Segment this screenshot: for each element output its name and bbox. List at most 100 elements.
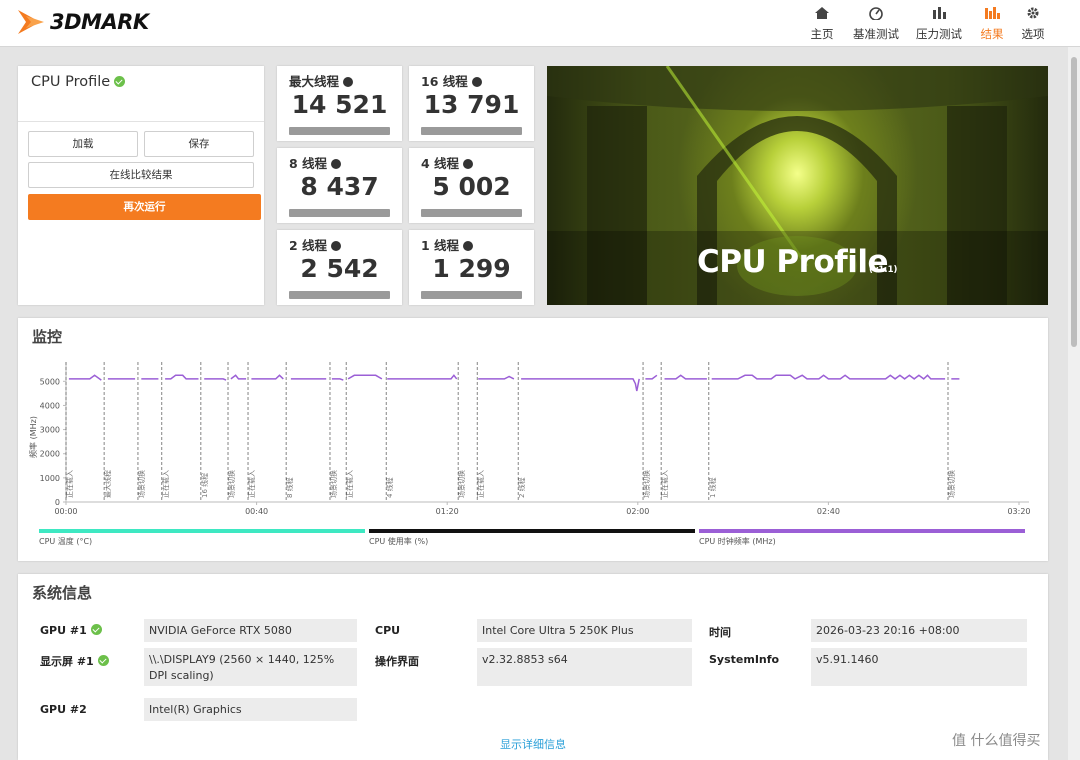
info-value: \\.\DISPLAY9 (2560 × 1440, 125% DPI scal…: [144, 648, 357, 686]
y-tick-label: 5000: [40, 377, 60, 386]
header: 3DMARK 主页 基准测试 压力测试 结果 选项: [0, 0, 1080, 47]
monitor-card: 监控 频率 (MHz) 0 1000 2000 3000 4000 5000 00:00 00:…: [18, 318, 1048, 561]
info-value: 2026-03-23 20:16 +08:00: [811, 619, 1027, 642]
nav-item[interactable]: 主页: [796, 6, 848, 42]
info-icon[interactable]: [463, 241, 474, 251]
legend-swatch: [369, 529, 695, 533]
info-icon[interactable]: [331, 241, 342, 251]
score-value: 14 521: [291, 90, 388, 119]
legend-swatch: [699, 529, 1025, 533]
score-card: 最大线程 14 521: [277, 66, 402, 141]
score-label-text: 4 线程: [421, 156, 460, 171]
event-label: 场景切换: [642, 470, 651, 498]
event-label: 场景切换: [457, 470, 466, 498]
info-label-text: 显示屏 #1: [40, 655, 94, 668]
nav-item[interactable]: 压力测试: [913, 6, 965, 42]
info-value: v2.32.8853 s64: [477, 648, 692, 686]
score-bar: [421, 291, 522, 299]
y-tick-label: 2000: [40, 450, 60, 459]
banner-art: [547, 66, 1048, 305]
nav-label: 主页: [810, 27, 834, 41]
score-card: 8 线程 8 437: [277, 148, 402, 223]
info-icon[interactable]: [331, 159, 342, 169]
info-label-text: SystemInfo: [709, 653, 780, 666]
profile-card: CPU Profile 加载 保存 在线比较结果 再次运行: [18, 66, 264, 305]
details-link[interactable]: 显示详细信息: [500, 738, 566, 751]
score-label-text: 1 线程: [421, 238, 460, 253]
y-tick-label: 3000: [40, 426, 60, 435]
info-label-text: GPU #2: [40, 703, 87, 716]
banner-title: CPU Profile: [697, 244, 889, 280]
info-icon[interactable]: [343, 77, 354, 87]
y-tick-label: 1000: [40, 474, 60, 483]
score-label: 最大线程: [289, 71, 354, 90]
legend-label: CPU 时钟频率 (MHz): [699, 536, 776, 546]
y-tick-label: 0: [55, 498, 60, 507]
score-label-text: 16 线程: [421, 74, 468, 89]
score-label: 4 线程: [421, 153, 474, 172]
info-label: 时间: [709, 624, 731, 640]
banner-version: (v1.1): [869, 265, 898, 275]
score-label: 8 线程: [289, 153, 342, 172]
score-value: 1 299: [432, 254, 511, 283]
nav-item[interactable]: 结果: [966, 6, 1018, 42]
info-label-text: CPU: [375, 624, 401, 637]
logo-icon: [18, 10, 44, 34]
scrollbar[interactable]: [1068, 47, 1080, 760]
button[interactable]: 保存: [144, 131, 254, 157]
x-tick-label: 03:20: [1007, 507, 1030, 516]
info-label: 显示屏 #1: [40, 653, 109, 669]
score-value: 5 002: [432, 172, 511, 201]
x-tick-label: 01:20: [436, 507, 459, 516]
score-label-text: 2 线程: [289, 238, 328, 253]
info-icon[interactable]: [471, 77, 482, 87]
y-tick-label: 4000: [40, 401, 60, 410]
legend-swatch: [39, 529, 365, 533]
button[interactable]: 在线比较结果: [28, 162, 254, 188]
event-label: 正在载入: [65, 470, 74, 498]
score-label: 2 线程: [289, 235, 342, 254]
monitor-title: 监控: [32, 328, 63, 346]
score-label-text: 最大线程: [289, 74, 340, 89]
info-label: GPU #1: [40, 624, 102, 637]
event-label: 场景切换: [137, 470, 146, 498]
info-label: CPU: [375, 624, 400, 637]
event-label: 16 线程: [200, 473, 209, 498]
check-icon: [90, 624, 102, 635]
score-label-text: 8 线程: [289, 156, 328, 171]
banner: CPU Profile (v1.1): [547, 66, 1048, 305]
info-value: v5.91.1460: [811, 648, 1027, 686]
x-tick-label: 00:00: [54, 507, 77, 516]
run-button[interactable]: 再次运行: [28, 194, 261, 220]
x-tick-label: 02:40: [817, 507, 840, 516]
score-value: 13 791: [423, 90, 520, 119]
button[interactable]: 加载: [28, 131, 138, 157]
legend-label: CPU 使用率 (%): [369, 536, 428, 546]
scroll-thumb[interactable]: [1071, 57, 1077, 347]
nav-label: 结果: [980, 27, 1004, 41]
event-label: 正在载入: [247, 470, 256, 498]
score-value: 2 542: [300, 254, 379, 283]
event-label: 正在载入: [660, 470, 669, 498]
event-label: 场景切换: [329, 470, 338, 498]
info-label: GPU #2: [40, 703, 87, 716]
y-axis-label: 频率 (MHz): [28, 416, 38, 458]
nav-item[interactable]: 选项: [1012, 6, 1054, 42]
nav-label: 压力测试: [916, 27, 962, 41]
system-info-title: 系统信息: [32, 584, 93, 602]
nav-item[interactable]: 基准测试: [849, 6, 903, 42]
x-tick-label: 02:00: [626, 507, 649, 516]
event-label: 场景切换: [227, 470, 236, 498]
event-label: 正在载入: [161, 470, 170, 498]
score-bar: [289, 209, 390, 217]
info-icon[interactable]: [463, 159, 474, 169]
info-label-text: 操作界面: [375, 655, 419, 668]
info-label-text: GPU #1: [40, 624, 87, 637]
info-label-text: 时间: [709, 626, 731, 639]
event-label: 2 线程: [517, 477, 526, 498]
info-label: 操作界面: [375, 653, 419, 669]
score-bar: [289, 127, 390, 135]
score-card: 4 线程 5 002: [409, 148, 534, 223]
score-label: 16 线程: [421, 71, 482, 90]
